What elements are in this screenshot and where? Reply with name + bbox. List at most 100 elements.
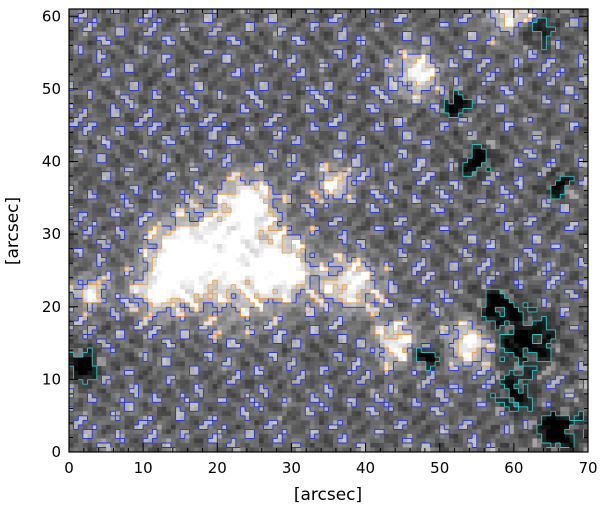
image-pixel <box>254 126 260 132</box>
image-pixel <box>208 54 214 60</box>
image-pixel <box>101 203 107 209</box>
image-pixel <box>374 153 381 159</box>
image-pixel <box>217 149 223 155</box>
image-pixel <box>198 103 204 110</box>
image-pixel <box>309 117 316 123</box>
image-pixel <box>425 185 432 191</box>
image-pixel <box>87 90 93 96</box>
image-pixel <box>513 72 520 78</box>
image-pixel <box>249 103 255 110</box>
image-pixel <box>87 22 93 28</box>
image-pixel <box>435 117 441 123</box>
image-pixel <box>106 36 112 42</box>
image-pixel <box>138 140 144 146</box>
image-pixel <box>286 76 293 82</box>
image-pixel <box>203 90 209 96</box>
image-pixel <box>370 31 376 37</box>
image-pixel <box>314 18 320 24</box>
image-pixel <box>560 149 566 155</box>
image-pixel <box>421 22 427 28</box>
image-pixel <box>328 54 334 60</box>
image-pixel <box>231 99 237 105</box>
image-pixel <box>258 112 265 119</box>
image-pixel <box>439 153 445 159</box>
image-pixel <box>407 149 413 155</box>
image-pixel <box>444 27 450 33</box>
image-pixel <box>499 63 506 69</box>
image-pixel <box>384 176 390 182</box>
image-pixel <box>282 131 288 137</box>
image-pixel <box>402 85 408 91</box>
image-pixel <box>314 207 320 214</box>
image-pixel <box>73 203 79 209</box>
image-pixel <box>133 126 140 132</box>
image-pixel <box>402 189 408 195</box>
image-pixel <box>337 203 343 209</box>
image-pixel <box>101 189 107 195</box>
image-pixel <box>175 171 181 177</box>
image-pixel <box>101 176 107 182</box>
image-pixel <box>286 31 293 37</box>
image-pixel <box>143 36 149 42</box>
image-pixel <box>328 131 334 137</box>
image-pixel <box>235 180 242 186</box>
image-pixel <box>217 176 223 182</box>
image-pixel <box>476 76 483 82</box>
image-pixel <box>231 131 237 137</box>
image-pixel <box>486 189 492 195</box>
image-pixel <box>462 149 469 155</box>
image-pixel <box>546 81 552 87</box>
image-pixel <box>314 94 320 101</box>
image-pixel <box>119 18 126 24</box>
image-pixel <box>198 31 204 37</box>
image-pixel <box>249 58 255 64</box>
image-pixel <box>560 76 566 82</box>
image-pixel <box>421 36 427 42</box>
image-pixel <box>82 67 89 73</box>
image-pixel <box>221 40 228 46</box>
image-pixel <box>476 90 483 96</box>
image-pixel <box>189 122 195 128</box>
image-pixel <box>180 58 186 64</box>
image-pixel <box>495 140 501 146</box>
image-pixel <box>69 189 75 195</box>
image-pixel <box>110 67 116 73</box>
image-pixel <box>481 13 487 19</box>
image-pixel <box>129 99 135 105</box>
image-pixel <box>78 18 84 24</box>
image-pixel <box>69 9 75 15</box>
image-pixel <box>194 171 200 177</box>
image-pixel <box>309 13 316 19</box>
image-pixel <box>129 117 135 123</box>
image-pixel <box>314 167 320 173</box>
image-pixel <box>208 31 214 37</box>
image-pixel <box>360 54 367 60</box>
image-pixel <box>560 85 566 91</box>
image-pixel <box>73 27 79 33</box>
image-pixel <box>245 158 251 164</box>
image-pixel <box>351 158 357 164</box>
image-pixel <box>360 36 367 42</box>
image-pixel <box>272 203 279 209</box>
image-pixel <box>504 122 510 128</box>
image-pixel <box>152 153 158 159</box>
image-pixel <box>268 45 274 51</box>
image-pixel <box>217 131 223 137</box>
image-pixel <box>583 189 588 195</box>
image-pixel <box>263 13 269 19</box>
image-pixel <box>305 36 311 42</box>
image-pixel <box>421 126 427 132</box>
image-pixel <box>486 49 492 55</box>
image-pixel <box>356 99 362 105</box>
image-pixel <box>87 18 93 24</box>
image-pixel <box>198 135 204 141</box>
image-pixel <box>513 40 520 46</box>
image-pixel <box>435 189 441 195</box>
image-pixel <box>365 94 371 101</box>
image-pixel <box>268 207 274 214</box>
image-pixel <box>309 203 316 209</box>
image-pixel <box>347 9 353 15</box>
image-pixel <box>374 158 381 164</box>
image-pixel <box>430 131 436 137</box>
image-pixel <box>323 108 330 114</box>
